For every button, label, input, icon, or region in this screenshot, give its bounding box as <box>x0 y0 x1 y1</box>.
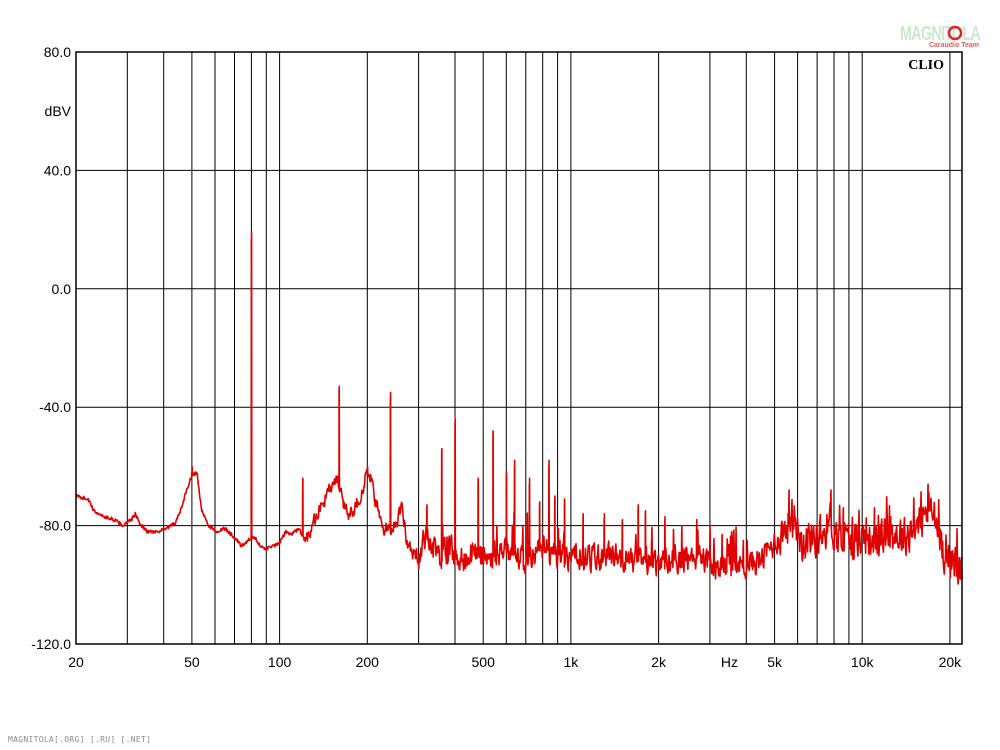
x-tick-label: 500 <box>472 654 496 670</box>
y-tick-label: -40.0 <box>39 399 71 415</box>
svg-text:Caraudio Team: Caraudio Team <box>929 42 979 49</box>
clio-label: CLIO <box>908 58 944 73</box>
y-tick-label: 80.0 <box>44 44 71 60</box>
x-tick-label: Hz <box>721 654 738 670</box>
y-axis-label: dBV <box>45 103 72 119</box>
magnitola-logo: MAGNITOLA Caraudio Team <box>900 23 981 49</box>
y-tick-label: -80.0 <box>39 518 71 534</box>
y-tick-label: -120.0 <box>31 636 71 652</box>
x-tick-label: 2k <box>651 654 667 670</box>
x-tick-label: 20k <box>939 654 963 670</box>
x-tick-label: 1k <box>564 654 580 670</box>
y-axis-ticks: 80.0 40.0 0.0 -40.0 -80.0 -120.0 <box>31 44 71 652</box>
series-layer <box>75 231 963 585</box>
series-line-0 <box>75 231 963 585</box>
x-tick-label: 10k <box>851 654 875 670</box>
plot-frame <box>75 51 963 645</box>
x-tick-label: 5k <box>767 654 783 670</box>
x-axis-ticks: 20 50 100 200 500 1k 2k Hz 5k 10k 20k <box>68 654 962 670</box>
svg-text:MAGNITOLA: MAGNITOLA <box>900 23 980 45</box>
x-tick-label: 20 <box>68 654 84 670</box>
y-tick-label: 0.0 <box>52 281 72 297</box>
y-tick-label: 40.0 <box>44 162 71 178</box>
x-tick-label: 100 <box>268 654 292 670</box>
grid-lines <box>76 51 962 645</box>
x-tick-label: 200 <box>356 654 380 670</box>
x-tick-label: 50 <box>184 654 200 670</box>
footer-watermark: MAGNITOLA[.ORG] [.RU] [.NET] <box>8 735 152 744</box>
